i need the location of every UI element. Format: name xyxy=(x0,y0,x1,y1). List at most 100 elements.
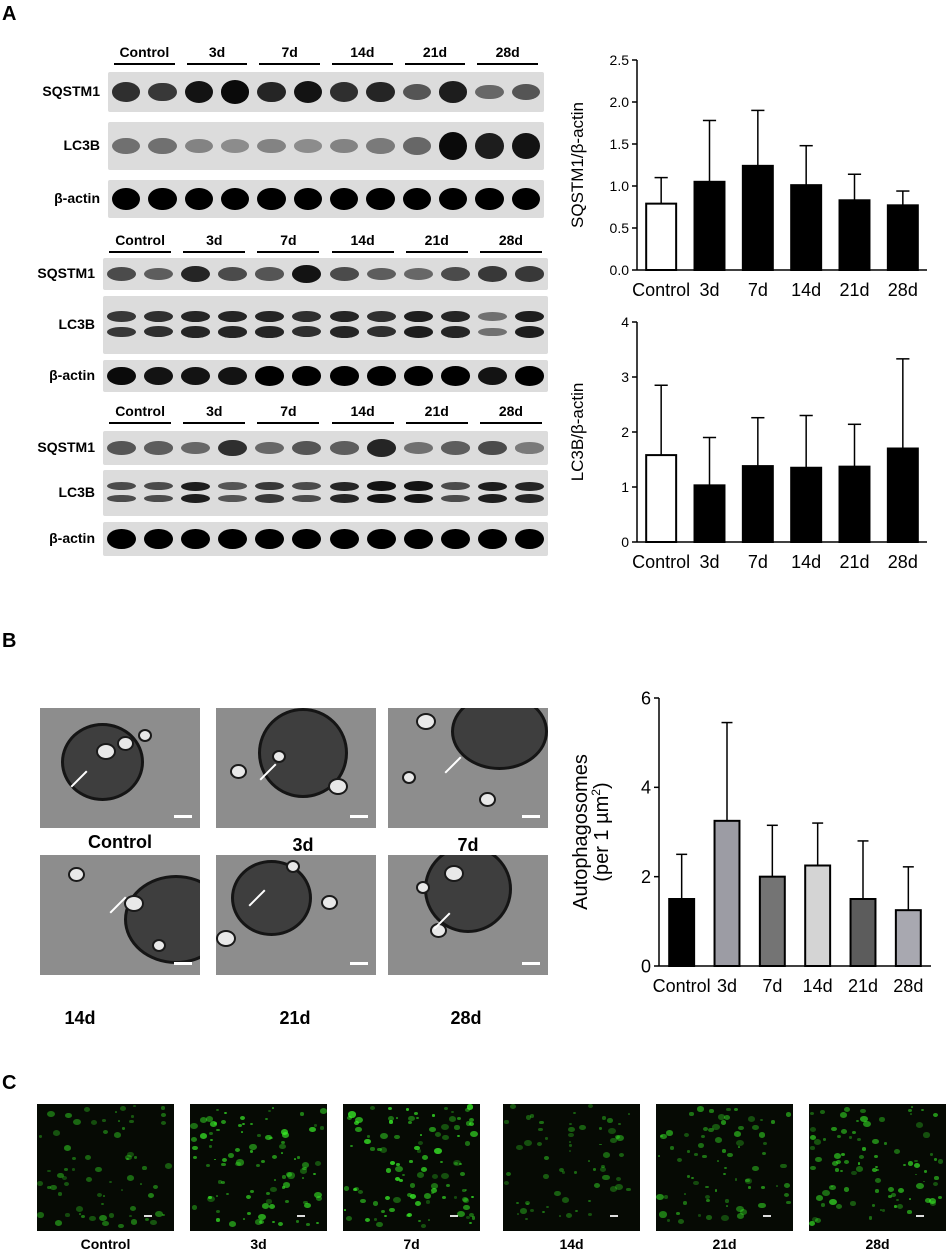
fluorescent-signal xyxy=(871,1138,879,1145)
blot-band xyxy=(475,133,504,159)
fluorescent-signal xyxy=(84,1155,91,1160)
fluorescent-signal xyxy=(879,1208,883,1211)
fluorescent-signal xyxy=(441,1123,450,1131)
blot-band xyxy=(514,481,544,491)
fluorescent-signal xyxy=(820,1109,825,1114)
fluorescence-image-row: Control 3d 7d 14d 21d 28d xyxy=(0,1100,948,1253)
em-micrograph xyxy=(388,855,548,975)
fluorescent-signal xyxy=(425,1200,430,1204)
fluorescent-signal xyxy=(385,1195,391,1200)
x-category-label: 14d xyxy=(803,976,833,996)
blot-band xyxy=(511,187,540,211)
fluorescent-signal xyxy=(220,1162,226,1167)
bar xyxy=(838,199,871,271)
fluorescent-signal xyxy=(117,1119,121,1122)
fluorescent-signal xyxy=(848,1136,853,1140)
fluorescent-signal xyxy=(352,1187,358,1192)
fluorescent-signal xyxy=(814,1217,821,1223)
fluorescent-signal xyxy=(666,1130,673,1136)
fluorescent-signal xyxy=(210,1139,213,1142)
fluorescence-micrograph xyxy=(809,1104,946,1231)
blot-band xyxy=(181,310,211,322)
blot-band xyxy=(402,187,431,211)
lc3b-ratio-chart: 0 1 2 3 4 Control 3d 7d 14d 21d 28d LC3B/β-actin xyxy=(568,314,927,572)
blot-band xyxy=(403,326,433,338)
fluorescent-signal xyxy=(191,1205,198,1210)
blot-band xyxy=(107,366,136,386)
fluorescent-signal xyxy=(155,1210,163,1217)
blot-band xyxy=(403,481,433,491)
blot-band xyxy=(144,310,174,322)
x-category-label: 7d xyxy=(748,552,768,572)
fluorescent-signal xyxy=(890,1193,896,1198)
fluorescent-signal xyxy=(471,1216,476,1220)
fluorescent-signal xyxy=(444,1107,449,1111)
fluorescent-signal xyxy=(133,1104,136,1107)
blot-1-group-underline xyxy=(109,251,172,253)
blot-band xyxy=(107,528,136,550)
em-vacuole xyxy=(286,860,300,873)
em-vacuole xyxy=(124,895,144,912)
fluorescent-signal xyxy=(916,1182,924,1189)
fluorescent-signal xyxy=(897,1188,904,1194)
fluorescence-image-label: 21d xyxy=(712,1236,737,1252)
fluorescent-signal xyxy=(249,1144,257,1150)
y-axis-label: Autophagosomes xyxy=(570,754,592,910)
blot-band xyxy=(111,187,141,211)
fluorescent-signal xyxy=(199,1133,208,1140)
fluorescent-signal xyxy=(929,1152,934,1156)
fluorescent-signal xyxy=(739,1208,748,1215)
y-axis-label: LC3B/β-actin xyxy=(568,383,587,482)
fluorescent-signal xyxy=(696,1106,704,1112)
fluorescent-signal xyxy=(453,1161,459,1166)
fluorescent-signal xyxy=(114,1111,118,1114)
fluorescent-signal xyxy=(810,1135,817,1140)
scale-bar xyxy=(522,815,540,818)
blot-2-strip xyxy=(103,522,548,556)
blot-band xyxy=(144,482,174,491)
fluorescent-signal xyxy=(859,1108,866,1114)
fluorescent-signal xyxy=(416,1116,420,1120)
fluorescent-signal xyxy=(914,1173,917,1176)
blot-2-row-label: β-actin xyxy=(49,530,95,546)
fluorescent-signal xyxy=(313,1124,318,1128)
blot-2-group-underline xyxy=(109,422,172,424)
blot-band xyxy=(366,326,396,338)
blot-2-strip xyxy=(103,470,548,516)
em-micrograph xyxy=(40,708,200,828)
blot-2-group-label: 21d xyxy=(424,403,449,419)
fluorescent-signal xyxy=(809,1112,814,1116)
fluorescent-signal xyxy=(752,1124,760,1131)
blot-band xyxy=(477,327,507,337)
blot-1-row-label: SQSTM1 xyxy=(37,265,95,281)
fluorescent-signal xyxy=(466,1104,474,1110)
fluorescent-signal xyxy=(893,1205,897,1208)
scale-bar xyxy=(916,1215,924,1217)
fluorescent-signal xyxy=(299,1168,307,1174)
blot-band xyxy=(477,440,507,456)
fluorescent-signal xyxy=(875,1166,879,1169)
fluorescent-signal xyxy=(239,1115,246,1121)
fluorescent-signal xyxy=(192,1155,197,1160)
fluorescent-signal xyxy=(705,1185,709,1189)
fluorescent-signal xyxy=(267,1109,271,1113)
fluorescence-micrograph xyxy=(37,1104,174,1231)
fluorescent-signal xyxy=(810,1165,816,1170)
fluorescent-signal xyxy=(256,1164,261,1168)
fluorescent-signal xyxy=(712,1124,720,1131)
fluorescent-signal xyxy=(835,1168,840,1172)
fluorescent-signal xyxy=(313,1173,316,1176)
fluorescent-signal xyxy=(697,1143,704,1149)
fluorescent-signal xyxy=(192,1145,198,1151)
fluorescent-signal xyxy=(210,1121,218,1128)
fluorescent-signal xyxy=(281,1186,285,1189)
blot-band xyxy=(403,366,433,386)
fluorescent-signal xyxy=(908,1109,913,1113)
blot-band xyxy=(402,83,431,101)
fluorescent-signal xyxy=(569,1123,572,1126)
fluorescent-signal xyxy=(727,1152,733,1158)
fluorescent-signal xyxy=(108,1180,112,1184)
blot-1-group-underline xyxy=(257,251,320,253)
scale-bar xyxy=(297,1215,305,1217)
fluorescent-signal xyxy=(406,1192,413,1198)
